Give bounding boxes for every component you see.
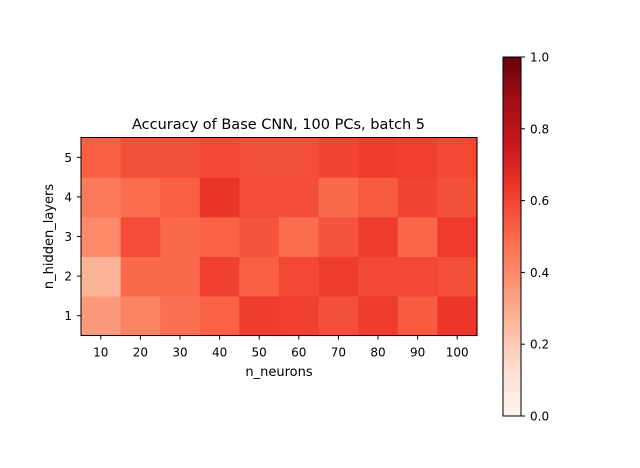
heatmap-cell (397, 216, 438, 257)
heatmap-cell (239, 256, 280, 297)
heatmap-cell (397, 256, 438, 297)
x-tick-label: 10 (93, 346, 108, 360)
heatmap-cell (437, 137, 478, 178)
heatmap-cells (81, 137, 478, 337)
heatmap-cell (318, 137, 359, 178)
heatmap-cell (397, 295, 438, 337)
heatmap-cell (120, 137, 161, 178)
y-axis-label: n_hidden_layers (42, 184, 57, 289)
heatmap-cell (437, 177, 478, 218)
x-axis-label: n_neurons (245, 365, 312, 380)
heatmap-cell (81, 216, 122, 257)
heatmap-cell (437, 295, 478, 337)
heatmap-cell (120, 177, 161, 218)
y-tick-label: 5 (64, 151, 72, 165)
heatmap-cell (358, 137, 399, 178)
heatmap-cell (160, 295, 201, 337)
heatmap-cell (437, 216, 478, 257)
colorbar-tick-label: 1.0 (530, 51, 549, 65)
heatmap-cell (397, 177, 438, 218)
x-tick-label: 80 (370, 346, 385, 360)
colorbar-tick-label: 0.0 (530, 410, 549, 424)
heatmap-cell (160, 137, 201, 178)
x-tick-label: 90 (410, 346, 425, 360)
heatmap-cell (160, 216, 201, 257)
heatmap-cell (199, 295, 240, 337)
x-tick-label: 30 (172, 346, 187, 360)
heatmap-cell (239, 216, 280, 257)
colorbar-tick-label: 0.4 (530, 266, 549, 280)
y-axis-ticks: 1 2 3 4 5 (64, 151, 81, 323)
colorbar-tick-label: 0.2 (530, 338, 549, 352)
heatmap-cell (279, 295, 320, 337)
heatmap-cell (81, 295, 122, 337)
x-tick-label: 100 (446, 346, 469, 360)
colorbar-ticks: 0.0 0.2 0.4 0.6 0.8 1.0 (521, 51, 549, 424)
heatmap-cell (358, 256, 399, 297)
y-tick-label: 4 (64, 190, 72, 204)
heatmap-cell (81, 137, 122, 178)
heatmap-cell (358, 177, 399, 218)
x-tick-label: 50 (252, 346, 267, 360)
heatmap-cell (199, 216, 240, 257)
x-tick-label: 60 (291, 346, 306, 360)
colorbar (502, 56, 522, 417)
heatmap-cell (199, 177, 240, 218)
heatmap-cell (279, 216, 320, 257)
heatmap-cell (397, 137, 438, 178)
x-axis-ticks: 10 20 30 40 50 60 70 80 90 100 (93, 335, 469, 360)
heatmap-cell (279, 256, 320, 297)
heatmap-cell (81, 256, 122, 297)
heatmap-cell (358, 295, 399, 337)
heatmap-cell (199, 137, 240, 178)
y-tick-label: 1 (64, 309, 72, 323)
y-tick-label: 2 (64, 270, 72, 284)
heatmap-cell (160, 177, 201, 218)
heatmap-cell (318, 256, 359, 297)
heatmap-cell (437, 256, 478, 297)
heatmap-cell (120, 216, 161, 257)
colorbar-tick-label: 0.6 (530, 194, 549, 208)
heatmap-cell (239, 137, 280, 178)
heatmap-cell (358, 216, 399, 257)
colorbar-tick-label: 0.8 (530, 122, 549, 136)
heatmap-cell (120, 295, 161, 337)
heatmap-cell (318, 216, 359, 257)
chart-title: Accuracy of Base CNN, 100 PCs, batch 5 (132, 117, 425, 133)
heatmap-cell (120, 256, 161, 297)
heatmap-cell (239, 295, 280, 337)
heatmap-cell (160, 256, 201, 297)
heatmap-cell (279, 177, 320, 218)
heatmap-cell (81, 177, 122, 218)
heatmap-cell (318, 177, 359, 218)
y-tick-label: 3 (64, 230, 72, 244)
x-tick-label: 20 (133, 346, 148, 360)
heatmap-cell (318, 295, 359, 337)
x-tick-label: 40 (212, 346, 227, 360)
x-tick-label: 70 (331, 346, 346, 360)
heatmap-cell (239, 177, 280, 218)
heatmap-cell (199, 256, 240, 297)
heatmap-cell (279, 137, 320, 178)
